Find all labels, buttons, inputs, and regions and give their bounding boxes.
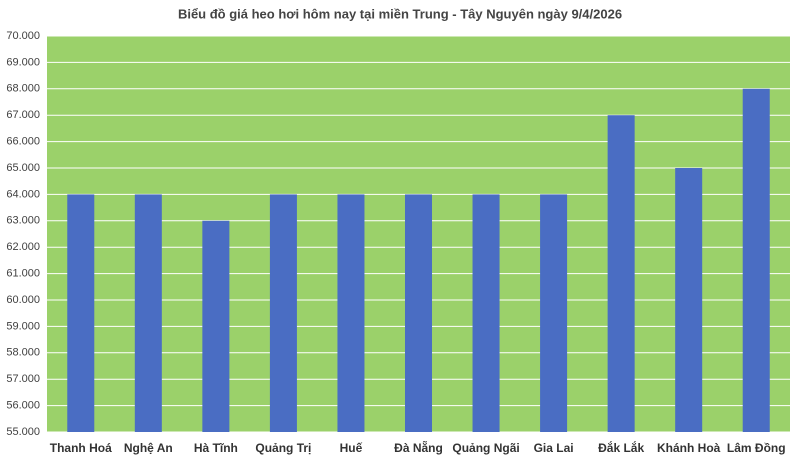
bar: [404, 194, 433, 432]
bar: [540, 194, 568, 432]
y-tick-label: 60.000: [6, 294, 40, 306]
y-tick-label: 70.000: [6, 30, 40, 42]
y-tick-label: 68.000: [6, 83, 40, 95]
y-tick-label: 62.000: [6, 241, 40, 253]
bar: [134, 194, 162, 432]
x-tick-label: Lâm Đồng: [727, 441, 786, 455]
bar: [675, 168, 703, 432]
x-tick-label: Gia Lai: [534, 441, 574, 455]
x-tick-label: Đà Nẵng: [394, 440, 443, 455]
bar: [269, 194, 297, 432]
y-tick-label: 57.000: [6, 373, 40, 385]
bar: [337, 194, 365, 432]
y-tick-label: 55.000: [6, 426, 40, 438]
x-tick-label: Hà Tĩnh: [194, 441, 238, 455]
x-tick-label: Khánh Hoà: [657, 441, 721, 455]
y-tick-label: 58.000: [6, 347, 40, 359]
y-tick-label: 65.000: [6, 162, 40, 174]
y-tick-label: 56.000: [6, 400, 40, 412]
bar: [67, 194, 95, 432]
bar: [472, 194, 500, 432]
x-tick-label: Đắk Lắk: [598, 440, 644, 455]
y-tick-label: 66.000: [6, 136, 40, 148]
x-tick-label: Quảng Trị: [255, 441, 311, 455]
y-tick-label: 63.000: [6, 215, 40, 227]
bar: [202, 220, 230, 432]
x-tick-label: Huế: [340, 441, 363, 455]
bar: [742, 88, 770, 433]
y-tick-label: 69.000: [6, 56, 40, 68]
x-tick-label: Quảng Ngãi: [452, 441, 519, 455]
chart-title: Biểu đồ giá heo hơi hôm nay tại miền Tru…: [178, 6, 622, 21]
y-tick-label: 59.000: [6, 320, 40, 332]
x-tick-label: Nghệ An: [124, 441, 173, 455]
y-tick-label: 67.000: [6, 109, 40, 121]
x-tick-label: Thanh Hoá: [50, 441, 112, 455]
bar: [607, 115, 635, 432]
y-tick-label: 61.000: [6, 268, 40, 280]
y-tick-label: 64.000: [6, 188, 40, 200]
